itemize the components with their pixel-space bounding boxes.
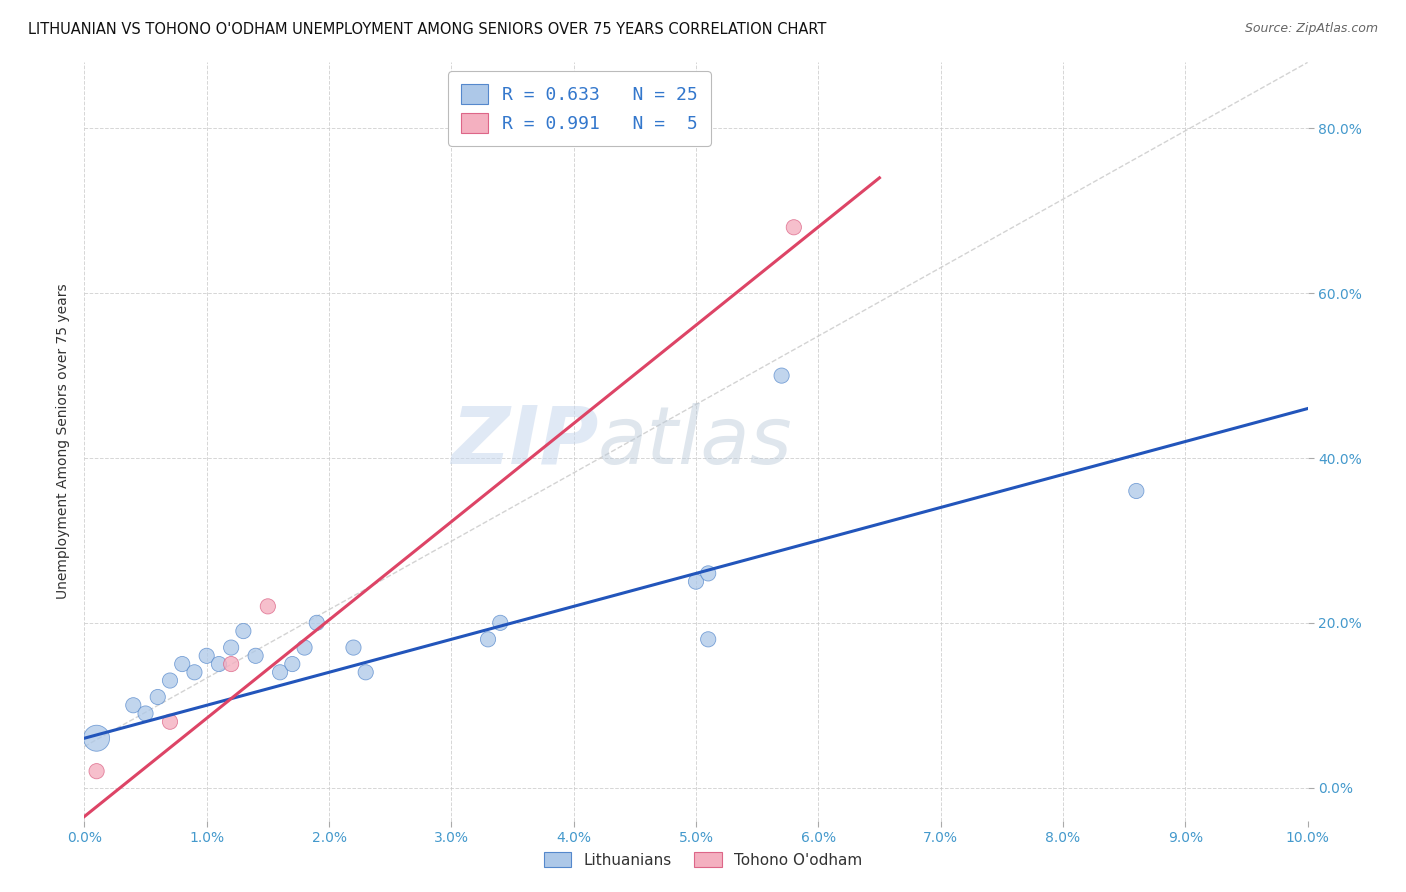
Point (354, 665, 377, 680)
Legend: R = 0.633   N = 25, R = 0.991   N =  5: R = 0.633 N = 25, R = 0.991 N = 5 (449, 71, 710, 145)
Point (159, 673, 181, 688)
Point (86, 731, 108, 746)
Point (86, 764, 108, 779)
Point (135, 706, 157, 721)
Point (697, 632, 720, 647)
Point (122, 698, 145, 713)
Legend: Lithuanians, Tohono O'odham: Lithuanians, Tohono O'odham (536, 844, 870, 875)
Text: ZIP: ZIP (451, 402, 598, 481)
Text: Source: ZipAtlas.com: Source: ZipAtlas.com (1244, 22, 1378, 36)
Text: LITHUANIAN VS TOHONO O'ODHAM UNEMPLOYMENT AMONG SENIORS OVER 75 YEARS CORRELATIO: LITHUANIAN VS TOHONO O'ODHAM UNEMPLOYMEN… (28, 22, 827, 37)
Point (219, 657, 242, 671)
Point (183, 665, 205, 680)
Point (783, 220, 806, 235)
Point (245, 648, 267, 663)
Point (294, 640, 316, 655)
Point (685, 574, 707, 589)
Point (172, 657, 194, 671)
Point (770, 368, 793, 383)
Point (305, 615, 328, 630)
Point (146, 690, 169, 704)
Point (159, 714, 181, 729)
Point (219, 640, 242, 655)
Point (342, 640, 364, 655)
Text: atlas: atlas (598, 402, 793, 481)
Point (208, 657, 231, 671)
Point (697, 566, 720, 581)
Point (489, 615, 512, 630)
Point (195, 648, 218, 663)
Point (232, 624, 254, 639)
Y-axis label: Unemployment Among Seniors over 75 years: Unemployment Among Seniors over 75 years (56, 284, 70, 599)
Point (1125, 483, 1147, 498)
Point (257, 599, 280, 614)
Point (281, 657, 304, 671)
Point (477, 632, 499, 647)
Point (269, 665, 291, 680)
